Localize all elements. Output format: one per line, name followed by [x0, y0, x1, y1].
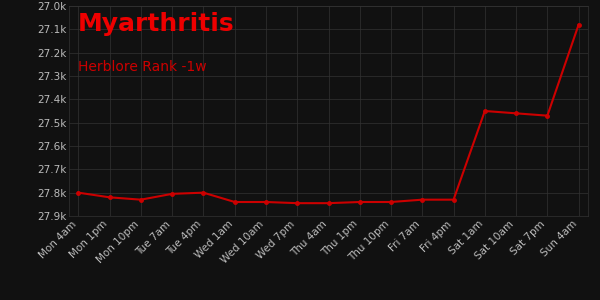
Text: Myarthritis: Myarthritis — [78, 12, 235, 36]
Text: Herblore Rank -1w: Herblore Rank -1w — [78, 60, 206, 74]
